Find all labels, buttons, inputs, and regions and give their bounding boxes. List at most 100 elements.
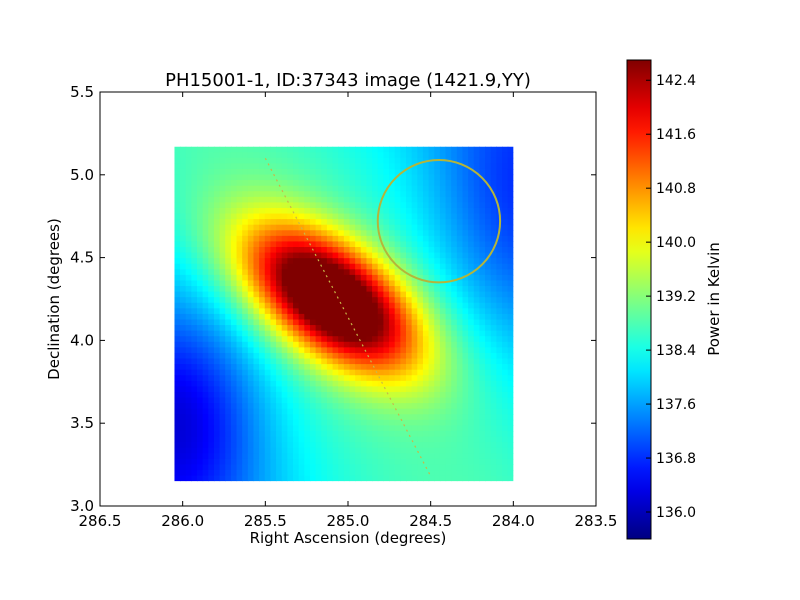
heatmap-cell [293, 263, 300, 270]
heatmap-cell [372, 286, 379, 293]
heatmap-cell [360, 425, 368, 432]
heatmap-cell [485, 302, 492, 309]
heatmap-cell [343, 235, 351, 243]
heatmap-cell [479, 475, 486, 482]
heatmap-cell [400, 196, 407, 203]
heatmap-cell [485, 425, 492, 432]
heatmap-cell [276, 302, 283, 309]
heatmap-cell [270, 247, 277, 254]
heatmap-cell [406, 313, 413, 321]
heatmap-cell [343, 313, 351, 321]
heatmap-cell [496, 436, 503, 443]
heatmap-cell [451, 341, 458, 348]
heatmap-cell [230, 313, 238, 321]
heatmap-cell [315, 163, 322, 170]
heatmap-cell [259, 313, 266, 321]
heatmap-cell [473, 280, 481, 287]
heatmap-cell [276, 152, 283, 159]
heatmap-cell [264, 464, 272, 471]
heatmap-cell [247, 213, 255, 220]
heatmap-cell [490, 202, 497, 209]
heatmap-cell [208, 280, 215, 287]
heatmap-cell [479, 241, 486, 248]
heatmap-cell [208, 185, 215, 192]
heatmap-cell [202, 352, 209, 360]
heatmap-cell [309, 180, 317, 187]
heatmap-cell [174, 291, 181, 298]
heatmap-cell [293, 274, 300, 282]
heatmap-cell [298, 347, 305, 354]
heatmap-cell [321, 230, 328, 237]
heatmap-cell [298, 330, 305, 337]
heatmap-cell [406, 380, 413, 387]
heatmap-cell [366, 458, 373, 466]
heatmap-cell [293, 403, 300, 410]
heatmap-cell [349, 235, 356, 243]
heatmap-cell [230, 280, 238, 287]
heatmap-cell [456, 414, 464, 421]
heatmap-cell [236, 146, 243, 153]
heatmap-cell [389, 302, 396, 309]
heatmap-cell [400, 302, 407, 309]
heatmap-cell [191, 352, 198, 360]
heatmap-cell [434, 274, 441, 282]
heatmap-cell [287, 308, 294, 315]
heatmap-cell [270, 330, 277, 337]
heatmap-cell [332, 235, 339, 243]
heatmap-cell [411, 458, 418, 466]
heatmap-cell [428, 219, 435, 226]
heatmap-cell [298, 308, 305, 315]
heatmap-cell [219, 297, 226, 304]
heatmap-cell [496, 263, 503, 270]
heatmap-cell [338, 252, 345, 259]
heatmap-cell [174, 341, 181, 348]
heatmap-cell [180, 213, 187, 220]
heatmap-cell [304, 230, 311, 237]
heatmap-cell [389, 224, 396, 231]
heatmap-cell [213, 274, 221, 282]
heatmap-cell [321, 219, 328, 226]
heatmap-cell [281, 369, 288, 376]
heatmap-cell [298, 386, 305, 393]
heatmap-cell [428, 364, 435, 371]
heatmap-cell [355, 247, 362, 254]
heatmap-cell [428, 258, 435, 265]
heatmap-cell [507, 436, 514, 443]
heatmap-cell [490, 470, 497, 477]
heatmap-cell [343, 380, 351, 387]
heatmap-cell [293, 475, 300, 482]
heatmap-cell [479, 336, 486, 343]
heatmap-cell [439, 380, 447, 387]
heatmap-cell [400, 180, 407, 187]
heatmap-cell [343, 347, 351, 354]
heatmap-cell [213, 252, 221, 259]
heatmap-cell [287, 364, 294, 371]
heatmap-cell [321, 146, 328, 153]
heatmap-cell [400, 313, 407, 321]
heatmap-cell [180, 252, 187, 259]
heatmap-cell [490, 291, 497, 298]
heatmap-cell [213, 458, 221, 466]
heatmap-cell [422, 442, 430, 449]
heatmap-cell [253, 163, 260, 170]
heatmap-cell [219, 397, 226, 404]
heatmap-cell [383, 258, 390, 265]
heatmap-cell [468, 146, 475, 153]
heatmap-cell [473, 297, 481, 304]
heatmap-cell [349, 241, 356, 248]
heatmap-cell [372, 213, 379, 220]
heatmap-cell [417, 475, 424, 482]
heatmap-cell [394, 308, 401, 315]
heatmap-cell [191, 369, 198, 376]
heatmap-cell [417, 297, 424, 304]
heatmap-cell [496, 336, 503, 343]
heatmap-cell [219, 425, 226, 432]
heatmap-cell [417, 397, 424, 404]
heatmap-cell [315, 297, 322, 304]
heatmap-cell [197, 352, 204, 360]
heatmap-cell [293, 447, 300, 454]
heatmap-cell [434, 325, 441, 332]
heatmap-cell [468, 258, 475, 265]
heatmap-cell [411, 168, 418, 176]
heatmap-cell [191, 297, 198, 304]
